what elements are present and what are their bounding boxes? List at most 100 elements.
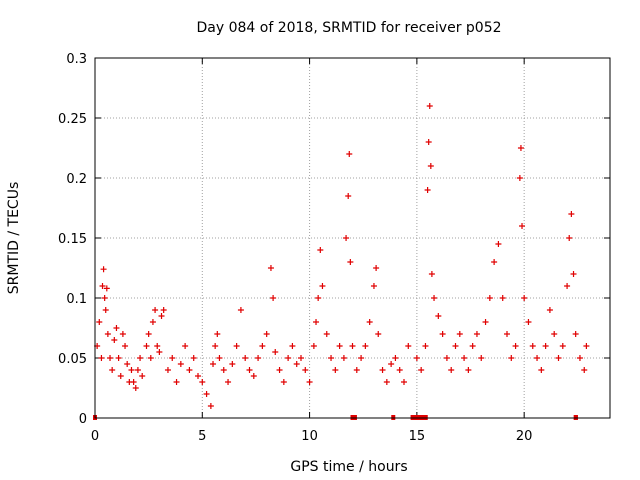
data-point <box>113 325 120 331</box>
data-point <box>220 367 227 373</box>
data-point <box>310 343 317 349</box>
data-point <box>317 247 324 253</box>
data-point <box>280 379 287 385</box>
data-point <box>255 355 262 361</box>
x-tick-label: 5 <box>198 429 206 444</box>
data-point <box>242 355 249 361</box>
data-point <box>551 331 558 337</box>
data-point <box>237 307 244 313</box>
data-point <box>109 367 116 373</box>
data-point <box>379 367 386 373</box>
data-point <box>101 295 108 301</box>
data-point <box>469 343 476 349</box>
data-point <box>362 343 369 349</box>
data-point <box>313 319 320 325</box>
data-point <box>132 385 139 391</box>
data-point <box>225 379 232 385</box>
data-point <box>158 313 165 319</box>
data-point <box>210 361 217 367</box>
data-point <box>199 379 206 385</box>
data-point <box>448 367 455 373</box>
data-point <box>422 343 429 349</box>
data-point <box>212 343 219 349</box>
x-tick-label: 10 <box>301 429 318 444</box>
data-point <box>346 151 353 157</box>
data-point <box>499 295 506 301</box>
x-tick-label: 20 <box>516 429 533 444</box>
data-point <box>534 355 541 361</box>
y-tick-label: 0.2 <box>66 172 87 187</box>
data-point <box>267 265 274 271</box>
data-point <box>373 265 380 271</box>
data-point <box>366 319 373 325</box>
data-point <box>332 367 339 373</box>
data-point <box>546 307 553 313</box>
data-point <box>340 355 347 361</box>
data-point <box>431 295 438 301</box>
data-point <box>130 379 137 385</box>
data-point <box>517 145 524 151</box>
data-point <box>229 361 236 367</box>
data-point <box>186 367 193 373</box>
data-point <box>111 337 118 343</box>
data-point <box>298 355 304 361</box>
data-point <box>328 355 335 361</box>
data-point <box>576 355 583 361</box>
chart-title: Day 084 of 2018, SRMTID for receiver p05… <box>196 20 501 36</box>
data-point <box>538 367 545 373</box>
data-point <box>173 379 180 385</box>
data-point <box>96 319 103 325</box>
data-point <box>512 343 519 349</box>
data-point <box>143 343 150 349</box>
data-point <box>190 355 197 361</box>
data-point <box>347 259 354 265</box>
data-point <box>164 367 171 373</box>
data-point <box>195 373 201 379</box>
data-point <box>319 283 326 289</box>
data-point <box>396 367 403 373</box>
data-point <box>306 379 313 385</box>
data-point <box>570 271 577 277</box>
data-point <box>302 367 309 373</box>
data-point <box>233 343 240 349</box>
data-point <box>152 307 159 313</box>
data-point <box>134 367 141 373</box>
data-point <box>128 367 135 373</box>
data-point <box>343 235 350 241</box>
data-point <box>207 403 214 409</box>
data-point <box>169 355 176 361</box>
x-axis-label: GPS time / hours <box>290 459 407 475</box>
data-point <box>461 355 468 361</box>
data-point <box>102 307 109 313</box>
data-point <box>572 331 579 337</box>
data-point <box>413 355 420 361</box>
data-point <box>427 163 434 169</box>
data-point <box>519 223 526 229</box>
data-point <box>104 331 111 337</box>
data-point <box>156 349 163 355</box>
data-point <box>100 266 107 273</box>
data-point <box>473 331 480 337</box>
data-point <box>345 193 352 199</box>
data-point <box>115 355 122 361</box>
axis-ticks <box>94 57 610 419</box>
data-point <box>272 349 279 355</box>
data-point <box>145 331 152 337</box>
data-point <box>566 235 573 241</box>
data-point <box>491 259 498 265</box>
data-point <box>559 343 566 349</box>
data-point <box>375 331 382 337</box>
grid <box>95 58 610 418</box>
data-point <box>504 331 510 337</box>
data-point <box>216 355 223 361</box>
data-point <box>259 343 266 349</box>
data-point <box>521 295 528 301</box>
data-point <box>122 343 129 349</box>
data-point <box>482 319 489 325</box>
data-point <box>516 175 523 181</box>
data-point <box>583 343 590 349</box>
data-point <box>353 367 360 373</box>
data-point <box>392 355 399 361</box>
data-point <box>542 343 549 349</box>
